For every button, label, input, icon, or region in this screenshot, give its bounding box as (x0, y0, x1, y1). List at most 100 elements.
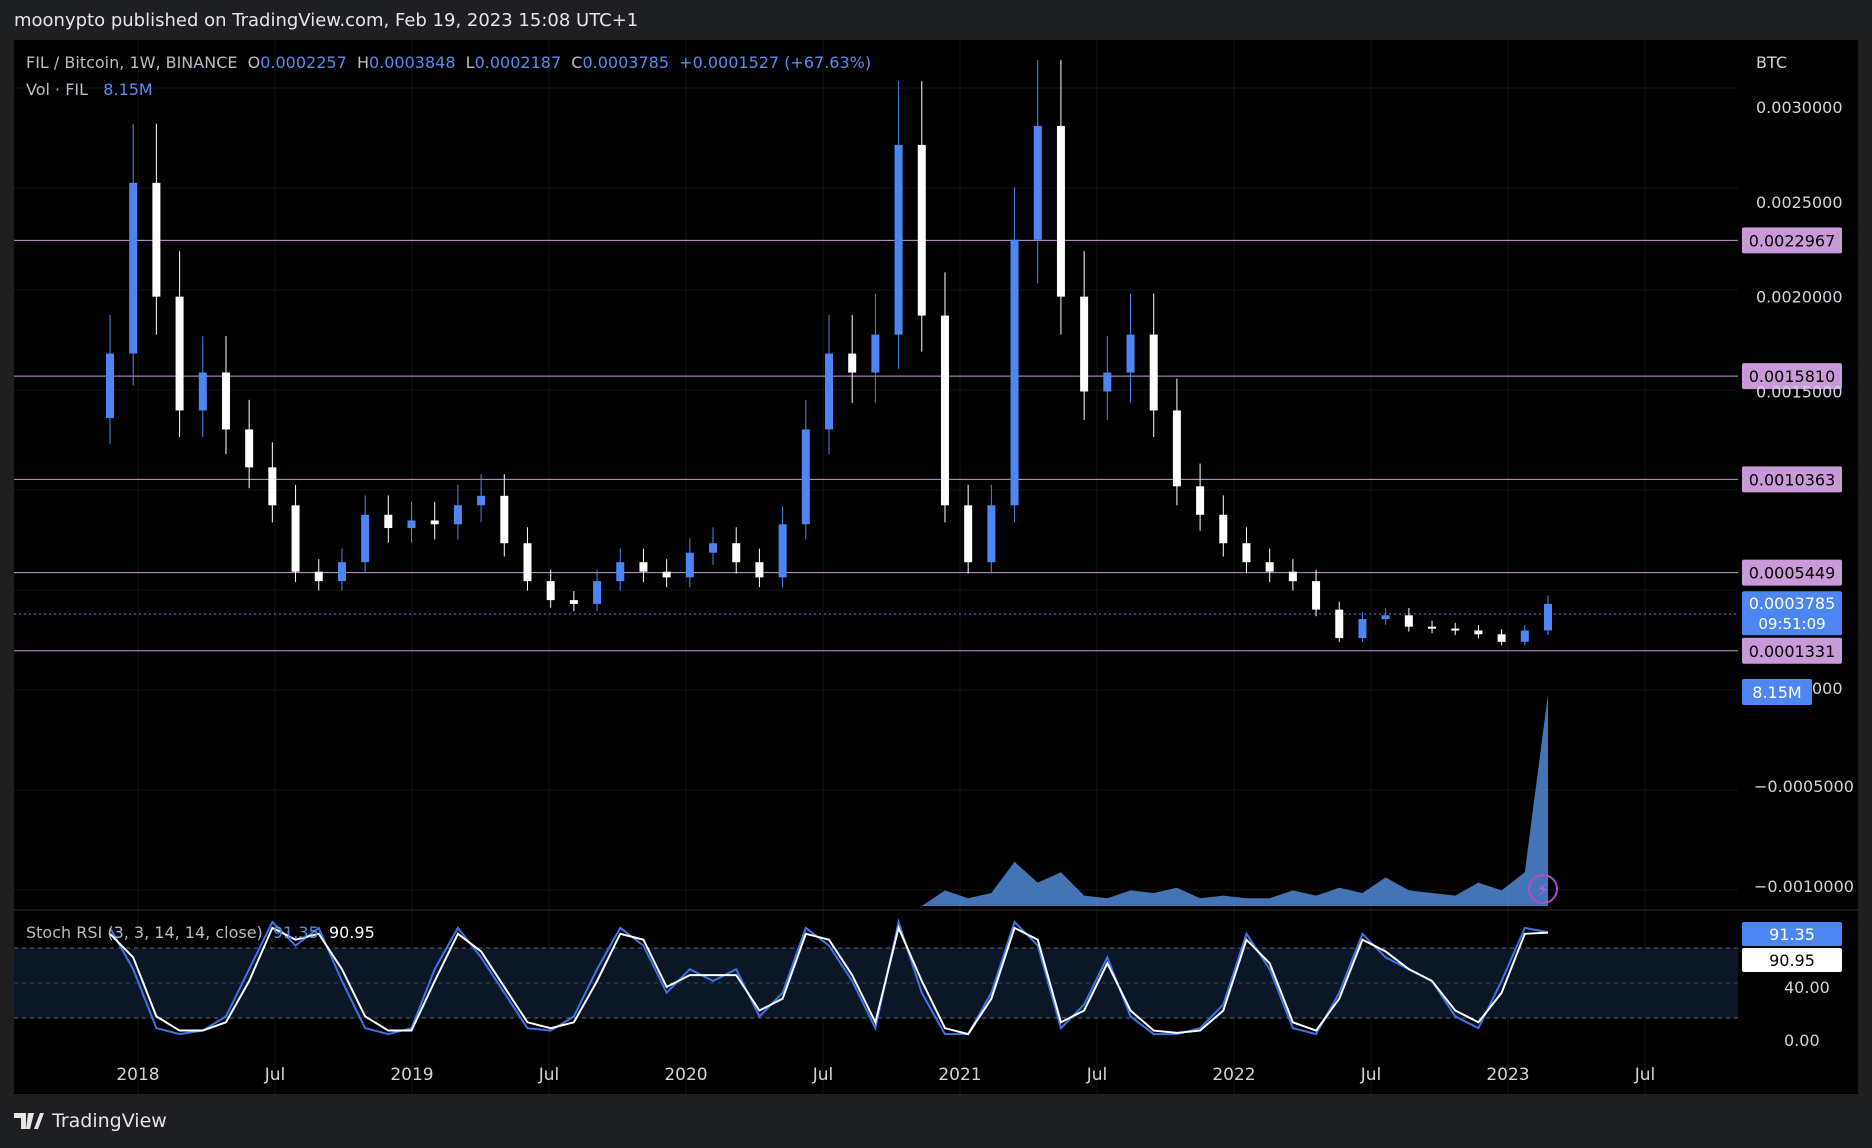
candle-body (1428, 626, 1437, 629)
level-badge-label: 0.0001331 (1749, 642, 1836, 661)
volume-legend-label[interactable]: Vol · FIL (26, 80, 89, 99)
candle-body (801, 429, 810, 525)
candle-body (987, 505, 996, 563)
candle-body (500, 495, 509, 544)
candle-body (593, 581, 602, 604)
footer-brand: TradingView (52, 1110, 167, 1132)
time-axis-label: 2018 (116, 1065, 159, 1085)
grid (14, 40, 1738, 1094)
time-axis-label: 2019 (390, 1065, 433, 1085)
time-axis-label: Jul (1634, 1065, 1656, 1085)
level-badge (1742, 363, 1842, 390)
level-badge-label: 0.0010363 (1749, 470, 1836, 489)
candle-body (1520, 630, 1529, 642)
level-badge (1742, 227, 1842, 254)
stoch-band (14, 948, 1738, 1018)
volume-area (110, 694, 1548, 906)
candle-body (1335, 609, 1344, 639)
candle-body (1312, 581, 1321, 610)
stoch-legend-label[interactable]: Stoch RSI (3, 3, 14, 14, close) (26, 923, 263, 942)
level-lines (14, 239, 1738, 652)
candle-body (129, 182, 138, 354)
candle-body (1288, 571, 1297, 582)
stoch-lines (109, 918, 1549, 1036)
candle-body (569, 600, 578, 604)
chart-area[interactable] (14, 40, 1858, 1094)
candle-body (1010, 239, 1019, 506)
price-axis-tick: 0.0020000 (1756, 288, 1843, 307)
candle-body (1544, 603, 1552, 631)
stoch-k-badge (1742, 922, 1842, 946)
candle-body (291, 505, 300, 572)
level-badge-label: 0.0022967 (1749, 231, 1836, 250)
candle-body (430, 520, 439, 525)
symbol-title[interactable]: FIL / Bitcoin, 1W, BINANCE (26, 53, 238, 72)
time-axis-label: Jul (538, 1065, 560, 1085)
last-volume-value: 8.15M (1752, 683, 1801, 702)
candle-body (106, 353, 114, 419)
footer-bar (0, 1094, 1872, 1148)
candle-body (221, 372, 230, 430)
volume-legend-value: 8.15M (103, 80, 153, 99)
candle-body (709, 543, 718, 553)
tradingview-logo[interactable]: TradingView (14, 1110, 167, 1132)
time-axis: 2018 Jul 2019 Jul 2020 Jul 2021 Jul 2022 Jul 2023 J… (116, 1065, 1655, 1085)
price-axis: 0.0022967 0.0015810 0.0010363 0.0005449 0.00… (1742, 53, 1854, 1050)
time-axis-label: Jul (1086, 1065, 1108, 1085)
candle-body (848, 353, 857, 373)
stoch-d-badge-label: 90.95 (1769, 951, 1815, 970)
candles (106, 59, 1552, 646)
candle-body (477, 495, 486, 506)
candle-body (175, 296, 184, 411)
candle-body (361, 514, 370, 563)
level-badge-label: 0.0005449 (1749, 564, 1836, 583)
stoch-k-line (109, 918, 1549, 1036)
stoch-legend[interactable]: Stoch RSI (3, 3, 14, 14, close) 91.35 90… (26, 923, 375, 942)
candle-body (825, 353, 833, 430)
candle-body (1056, 125, 1065, 297)
candle-body (1381, 615, 1390, 620)
stoch-k-value: 91.35 (272, 923, 319, 942)
candle-body (1242, 543, 1251, 563)
low-value: 0.0002187 (474, 53, 562, 72)
candle-body (917, 144, 926, 316)
high-label: H (356, 53, 369, 72)
stoch-axis-tick: 40.00 (1784, 978, 1830, 997)
publish-header: moonypto published on TradingView.com, F… (0, 0, 1872, 40)
level-badge (1742, 466, 1842, 493)
last-price-badge (1742, 591, 1842, 636)
candle-body (314, 571, 323, 582)
candle-body (1404, 615, 1413, 627)
candle-body (1451, 628, 1460, 631)
price-axis-tick: 0.0030000 (1756, 98, 1843, 117)
candle-body (662, 571, 671, 578)
candle-body (546, 581, 555, 601)
stoch-d-value: 90.95 (328, 923, 375, 942)
candle-body (1497, 634, 1506, 642)
candle-body (616, 562, 625, 582)
candle-body (685, 552, 694, 578)
stoch-d-badge (1742, 948, 1842, 972)
volume-legend[interactable]: Vol · FIL 8.15M (26, 80, 153, 99)
candle-body (639, 562, 648, 572)
open-label: O (247, 53, 261, 72)
candle-body (523, 543, 532, 582)
bolt-icon[interactable]: ⚡ (1528, 874, 1558, 904)
candle-body (453, 505, 462, 525)
candle-body (198, 372, 207, 411)
candle-body (245, 429, 254, 468)
symbol-legend[interactable]: FIL / Bitcoin, 1W, BINANCE O0.0002257 H 0… (26, 53, 871, 72)
open-value: 0.0002257 (260, 53, 347, 72)
volume-axis-tick: −0.0005000 (1754, 777, 1854, 796)
candle-body (732, 543, 741, 563)
level-badge (1742, 559, 1842, 586)
candle-body (1172, 410, 1181, 487)
price-axis-unit: BTC (1756, 53, 1787, 72)
candle-body (1358, 619, 1367, 639)
candle-body (964, 505, 973, 563)
time-axis-label: 2020 (664, 1065, 707, 1085)
level-badge (1742, 637, 1842, 664)
last-price-value: 0.0003785 (1749, 594, 1836, 613)
volume-area-path (110, 694, 1548, 906)
